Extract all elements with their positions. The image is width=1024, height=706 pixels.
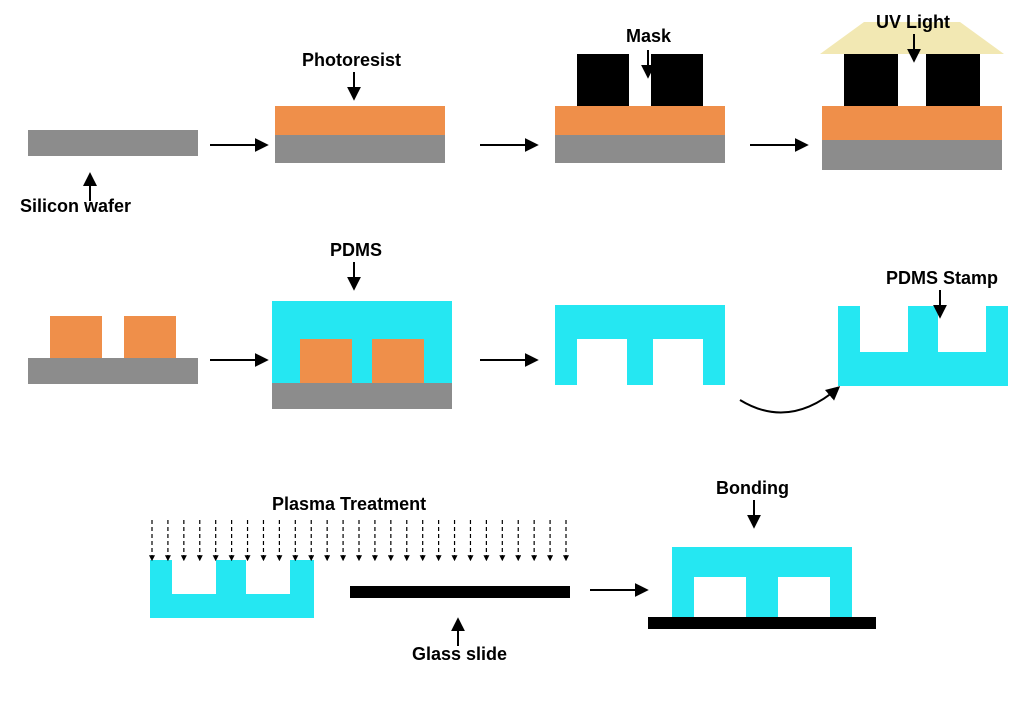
label-mask: Mask: [626, 26, 671, 47]
label-silicon-wafer: Silicon wafer: [20, 196, 131, 217]
diagram-stage: Silicon wafer Photoresist Mask UV Light …: [0, 0, 1024, 706]
label-bonding: Bonding: [716, 478, 789, 499]
label-plasma: Plasma Treatment: [272, 494, 426, 515]
label-photoresist: Photoresist: [302, 50, 401, 71]
label-pdms: PDMS: [330, 240, 382, 261]
label-glass-slide: Glass slide: [412, 644, 507, 665]
diagram-svg: [0, 0, 1024, 706]
label-uv-light: UV Light: [876, 12, 950, 33]
label-pdms-stamp: PDMS Stamp: [886, 268, 998, 289]
